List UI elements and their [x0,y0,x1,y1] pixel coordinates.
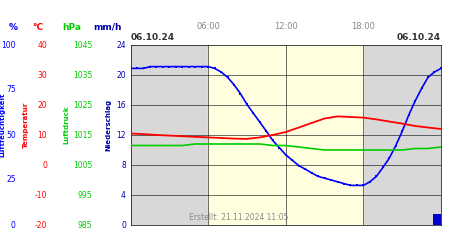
Text: 30: 30 [37,70,47,80]
Text: Luftfeuchtigkeit: Luftfeuchtigkeit [0,93,5,157]
Text: 985: 985 [78,220,92,230]
Text: 0: 0 [42,160,47,170]
Text: 995: 995 [77,190,92,200]
Text: 100: 100 [1,40,16,50]
Text: °C: °C [32,22,43,32]
Text: 4: 4 [121,190,126,200]
Text: mm/h: mm/h [93,22,122,32]
Text: 8: 8 [121,160,126,170]
Text: 24: 24 [117,40,126,50]
Text: 06.10.24: 06.10.24 [397,34,441,42]
Text: 12: 12 [117,130,126,140]
Text: 06.10.24: 06.10.24 [130,34,175,42]
Text: 12:00: 12:00 [274,22,297,31]
Text: 1045: 1045 [73,40,92,50]
Text: %: % [9,22,18,32]
Text: -10: -10 [35,190,47,200]
Text: 18:00: 18:00 [351,22,375,31]
Text: 0: 0 [11,220,16,230]
Text: 20: 20 [117,70,126,80]
Text: 75: 75 [6,86,16,94]
Text: Erstellt: 21.11.2024 11:05: Erstellt: 21.11.2024 11:05 [189,214,289,222]
Text: 1005: 1005 [73,160,92,170]
Text: 20: 20 [38,100,47,110]
Text: 1025: 1025 [73,100,92,110]
Text: -20: -20 [35,220,47,230]
Text: 16: 16 [117,100,126,110]
Text: 1035: 1035 [73,70,92,80]
Text: 40: 40 [37,40,47,50]
Text: 1015: 1015 [73,130,92,140]
Bar [208,45,364,225]
Text: Niederschlag: Niederschlag [105,99,111,151]
Text: 06:00: 06:00 [196,22,220,31]
Text: Temperatur: Temperatur [23,102,29,148]
Text: 10: 10 [38,130,47,140]
Bar [433,214,441,225]
Text: hPa: hPa [63,22,81,32]
Text: 0: 0 [121,220,126,230]
Text: Luftdruck: Luftdruck [63,106,70,144]
Text: 50: 50 [6,130,16,140]
Text: 25: 25 [6,176,16,184]
